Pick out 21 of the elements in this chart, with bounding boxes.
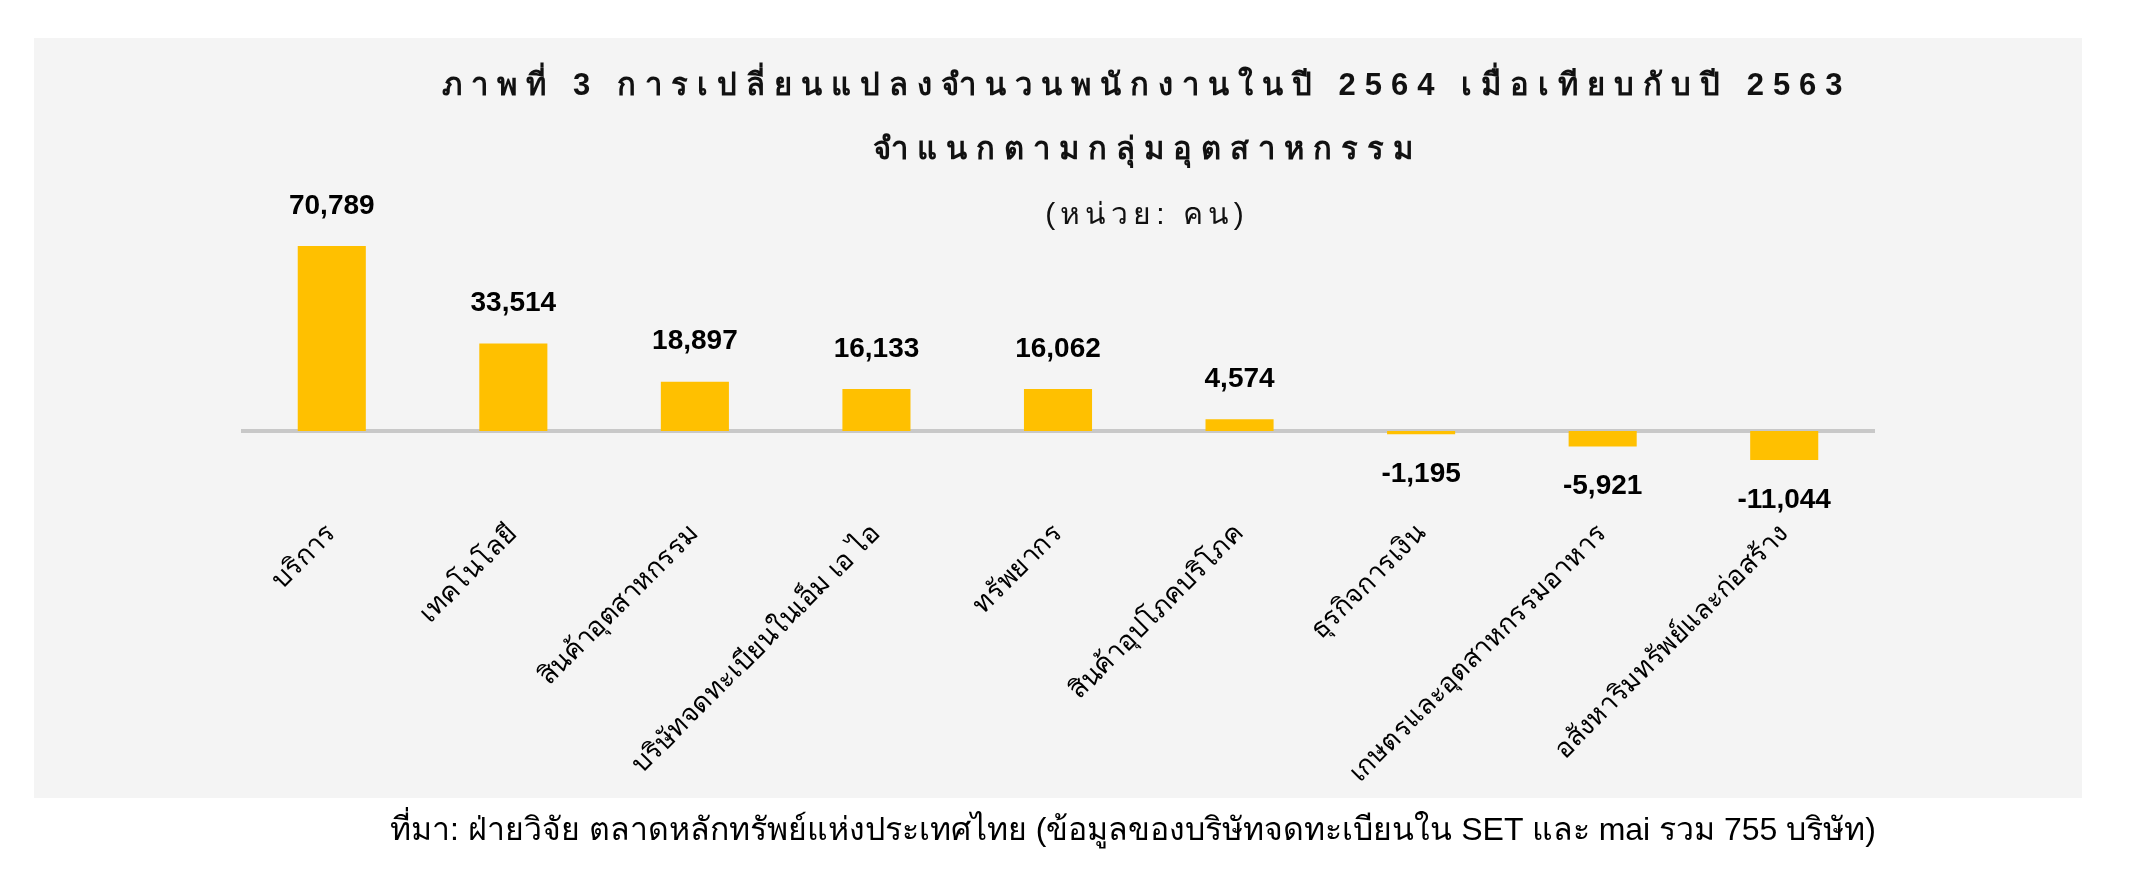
bar <box>1387 431 1456 435</box>
bar <box>842 388 911 432</box>
data-label: 4,574 <box>1204 361 1276 393</box>
bar <box>297 246 366 432</box>
bar <box>1750 431 1819 460</box>
data-label: -11,044 <box>1737 482 1832 514</box>
bar <box>479 343 548 432</box>
data-label: 70,789 <box>288 188 375 220</box>
data-label: -1,195 <box>1381 456 1461 488</box>
data-label: 33,514 <box>470 286 557 318</box>
data-label: 16,133 <box>833 331 920 363</box>
bar <box>1568 431 1637 447</box>
chart-title: ภาพที่ 3 การเปลี่ยนแปลงจำนวนพนักงานในปี 2564 เมื่อเทียบกับปี 2563 จำแนกตามกลุ่มอุตสาหกรรม <box>441 61 1853 170</box>
chart-subtitle: (หน่วย: คน) <box>1045 197 1249 230</box>
data-label: 18,897 <box>652 324 738 356</box>
data-label: -5,921 <box>1562 469 1643 501</box>
bar <box>1023 389 1093 432</box>
text: ที่มา: ฝ่ายวิจัย ตลาดหลักทรัพย์แห่งประเทศไทย (ข้อมูลของบริษัทจดทะเบียนใน SET และ mai รวม 755 บริษัท) <box>389 809 1877 849</box>
data-label: 16,062 <box>1015 331 1101 363</box>
bar <box>660 381 729 432</box>
bar <box>1205 419 1274 432</box>
